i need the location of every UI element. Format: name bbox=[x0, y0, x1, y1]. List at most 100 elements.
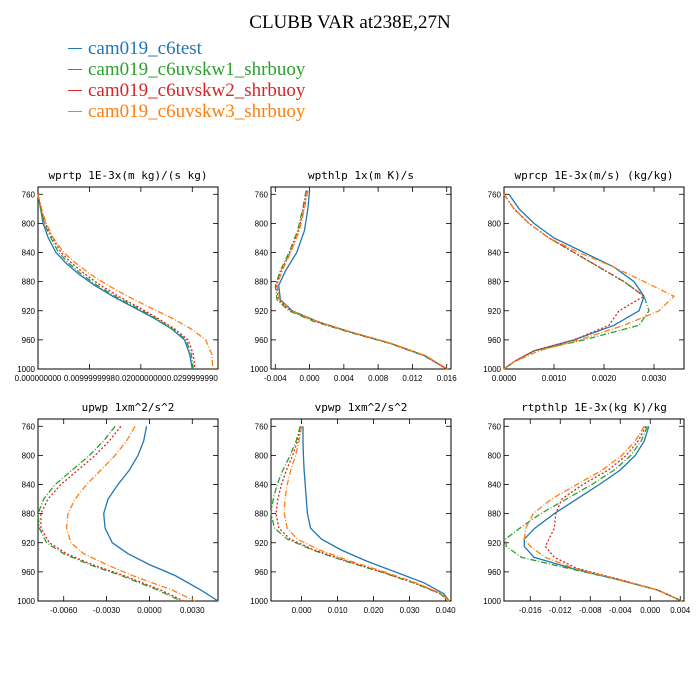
y-tick-label: 1000 bbox=[17, 365, 35, 374]
x-tick-label: -0.012 bbox=[549, 606, 572, 615]
y-tick-label: 800 bbox=[22, 219, 36, 228]
legend-label: cam019_c6test bbox=[88, 38, 202, 59]
series-line bbox=[504, 426, 683, 602]
series-line bbox=[103, 426, 219, 602]
panel-title: wpthlp 1x(m K)/s bbox=[308, 169, 414, 182]
y-tick-label: 760 bbox=[488, 422, 502, 431]
legend-item: cam019_c6uvskw2_shrbuoy bbox=[68, 80, 305, 101]
y-tick-label: 800 bbox=[255, 219, 269, 228]
series-line bbox=[270, 426, 449, 602]
y-tick-label: 880 bbox=[22, 278, 36, 287]
legend: cam019_c6test cam019_c6uvskw1_shrbuoy ca… bbox=[68, 38, 305, 122]
plot-frame bbox=[270, 186, 452, 370]
series-line bbox=[37, 194, 214, 370]
series-line bbox=[302, 426, 450, 602]
panel-title: upwp 1xm^2/s^2 bbox=[82, 401, 175, 414]
y-tick-label: 960 bbox=[255, 568, 269, 577]
legend-line-swatch bbox=[68, 90, 82, 91]
y-tick-label: 760 bbox=[22, 190, 36, 199]
plot-frame bbox=[37, 418, 219, 602]
series-line bbox=[503, 193, 676, 370]
y-tick-label: 920 bbox=[255, 539, 269, 548]
y-tick-label: 840 bbox=[488, 249, 502, 258]
y-tick-label: 960 bbox=[22, 568, 36, 577]
chart-panel: vpwp 1xm^2/s^2 760 800 840 880 920 960 1000 0.00… bbox=[250, 401, 456, 615]
x-tick-label: 0.0030 bbox=[642, 374, 667, 383]
legend-label: cam019_c6uvskw2_shrbuoy bbox=[88, 80, 306, 101]
x-tick-label: -0.016 bbox=[519, 606, 542, 615]
y-tick-label: 1000 bbox=[250, 597, 268, 606]
plot-frame bbox=[503, 186, 685, 370]
chart-panel: wpthlp 1x(m K)/s 760 800 840 880 920 960 1000-0… bbox=[250, 169, 457, 383]
y-tick-label: 760 bbox=[255, 422, 269, 431]
series-line bbox=[37, 425, 182, 602]
series-line bbox=[523, 425, 683, 602]
y-tick-label: 880 bbox=[488, 510, 502, 519]
y-tick-label: 920 bbox=[22, 307, 36, 316]
y-tick-label: 1000 bbox=[483, 597, 501, 606]
legend-item: cam019_c6test bbox=[68, 38, 305, 59]
x-tick-label: 0.0200000000 bbox=[115, 374, 167, 383]
x-tick-label: 0.0099999998 bbox=[64, 374, 116, 383]
y-tick-label: 880 bbox=[255, 510, 269, 519]
panel-title: wprtp 1E-3x(m kg)/(s kg) bbox=[49, 169, 208, 182]
x-tick-label: 0.004 bbox=[334, 374, 355, 383]
x-tick-label: 0.0000 bbox=[492, 374, 517, 383]
y-tick-label: 1000 bbox=[250, 365, 268, 374]
series-line bbox=[275, 190, 448, 370]
series-line bbox=[523, 426, 683, 602]
plot-frame bbox=[503, 418, 685, 602]
x-tick-label: 0.000000000 bbox=[15, 374, 62, 383]
x-tick-label: 0.004 bbox=[670, 606, 691, 615]
y-tick-label: 920 bbox=[488, 307, 502, 316]
panel-title: wprcp 1E-3x(m/s) (kg/kg) bbox=[515, 169, 674, 182]
y-tick-label: 960 bbox=[488, 568, 502, 577]
y-tick-label: 880 bbox=[22, 510, 36, 519]
x-tick-label: 0.000 bbox=[300, 374, 321, 383]
x-tick-label: 0.040 bbox=[436, 606, 457, 615]
x-tick-label: 0.020 bbox=[364, 606, 385, 615]
y-tick-label: 800 bbox=[22, 451, 36, 460]
series-line bbox=[283, 426, 450, 602]
chart-panel: rtpthlp 1E-3x(kg K)/kg 760 800 840 880 920 960… bbox=[483, 401, 691, 615]
y-tick-label: 760 bbox=[22, 422, 36, 431]
y-tick-label: 960 bbox=[255, 336, 269, 345]
y-tick-label: 760 bbox=[488, 190, 502, 199]
y-tick-label: 1000 bbox=[17, 597, 35, 606]
series-line bbox=[503, 193, 646, 370]
y-tick-label: 840 bbox=[488, 481, 502, 490]
x-tick-label: 0.000 bbox=[292, 606, 313, 615]
legend-line-swatch bbox=[68, 48, 82, 49]
x-tick-label: 0.012 bbox=[402, 374, 423, 383]
series-line bbox=[37, 194, 193, 370]
series-line bbox=[65, 425, 196, 602]
y-tick-label: 920 bbox=[22, 539, 36, 548]
y-tick-label: 960 bbox=[22, 336, 36, 345]
panel-title: rtpthlp 1E-3x(kg K)/kg bbox=[521, 401, 667, 414]
series-line bbox=[278, 190, 448, 370]
x-tick-label: -0.008 bbox=[579, 606, 602, 615]
y-tick-label: 920 bbox=[488, 539, 502, 548]
legend-line-swatch bbox=[68, 111, 82, 112]
x-tick-label: -0.004 bbox=[609, 606, 632, 615]
series-line bbox=[274, 190, 448, 370]
legend-item: cam019_c6uvskw3_shrbuoy bbox=[68, 101, 305, 122]
x-tick-label: 0.0010 bbox=[542, 374, 567, 383]
series-line bbox=[37, 194, 196, 370]
figure-title: CLUBB VAR at238E,27N bbox=[249, 12, 451, 33]
y-tick-label: 880 bbox=[488, 278, 502, 287]
legend-label: cam019_c6uvskw1_shrbuoy bbox=[88, 59, 306, 80]
x-tick-label: -0.0060 bbox=[50, 606, 78, 615]
y-tick-label: 840 bbox=[255, 481, 269, 490]
y-tick-label: 880 bbox=[255, 278, 269, 287]
panel-title: vpwp 1xm^2/s^2 bbox=[315, 401, 408, 414]
series-line bbox=[544, 426, 683, 602]
chart-panel: upwp 1xm^2/s^2 760 800 840 880 920 960 1000 -0.0… bbox=[17, 401, 219, 615]
x-tick-label: 0.0020 bbox=[592, 374, 617, 383]
plot-frame bbox=[270, 418, 452, 602]
plot-frame bbox=[37, 186, 219, 370]
x-tick-label: 0.008 bbox=[368, 374, 389, 383]
series-line bbox=[503, 193, 650, 370]
x-tick-label: 0.0030 bbox=[180, 606, 205, 615]
